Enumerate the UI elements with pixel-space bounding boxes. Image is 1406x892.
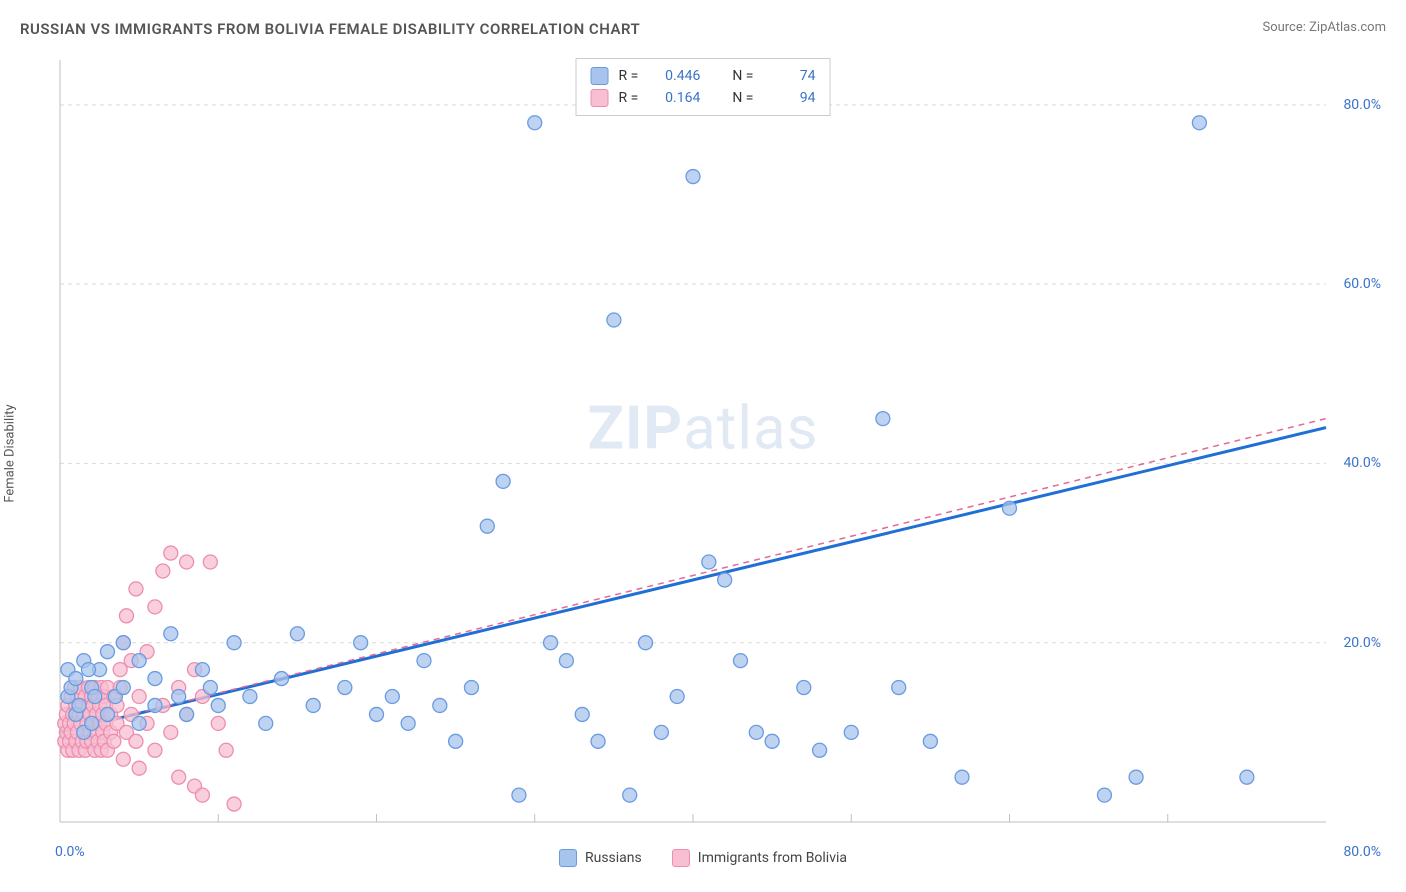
swatch-russians	[591, 67, 609, 85]
y-tick-label: 60.0%	[1343, 276, 1381, 292]
y-tick-label: 20.0%	[1343, 635, 1381, 651]
legend-item-bolivia: Immigrants from Bolivia	[672, 849, 847, 867]
bottom-legend: Russians Immigrants from Bolivia	[559, 849, 847, 867]
y-axis-label: Female Disability	[3, 404, 18, 502]
chart-source: Source: ZipAtlas.com	[1262, 20, 1386, 35]
chart-header: RUSSIAN VS IMMIGRANTS FROM BOLIVIA FEMAL…	[0, 0, 1406, 48]
y-tick-label: 80.0%	[1343, 97, 1381, 113]
x-axis-max-label: 80.0%	[1343, 844, 1381, 860]
scatter-plot-svg	[50, 50, 1386, 832]
legend-label-russians: Russians	[585, 850, 642, 866]
stats-row-russians: R = 0.446 N = 74	[591, 65, 816, 87]
legend-label-bolivia: Immigrants from Bolivia	[698, 850, 847, 866]
legend-item-russians: Russians	[559, 849, 642, 867]
legend-swatch-bolivia	[672, 849, 690, 867]
correlation-stats-box: R = 0.446 N = 74 R = 0.164 N = 94	[576, 58, 831, 116]
legend-swatch-russians	[559, 849, 577, 867]
y-tick-label: 40.0%	[1343, 455, 1381, 471]
stats-row-bolivia: R = 0.164 N = 94	[591, 87, 816, 109]
x-axis-origin-label: 0.0%	[55, 844, 85, 860]
chart-title: RUSSIAN VS IMMIGRANTS FROM BOLIVIA FEMAL…	[20, 20, 640, 38]
chart-plot-area	[50, 50, 1386, 832]
swatch-bolivia	[591, 89, 609, 107]
